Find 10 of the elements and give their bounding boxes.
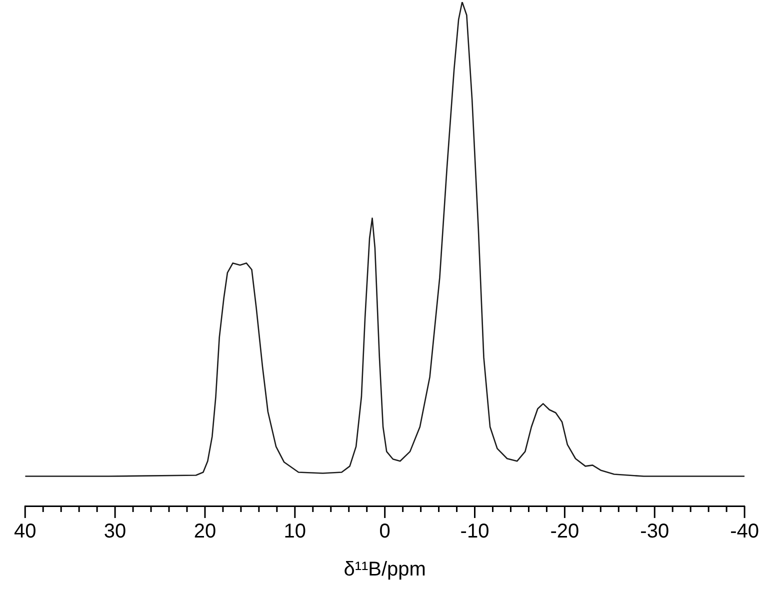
x-tick-label: -30 xyxy=(640,520,670,543)
x-tick-label: -40 xyxy=(730,520,759,543)
x-axis-title: δ¹¹B/ppm xyxy=(344,558,426,581)
x-tick-label: 40 xyxy=(14,520,36,543)
x-tick-label: 10 xyxy=(284,520,306,543)
x-tick-label: 0 xyxy=(379,520,390,543)
x-tick-label: -10 xyxy=(460,520,490,543)
x-tick-label: 30 xyxy=(104,520,126,543)
x-tick-label: -20 xyxy=(550,520,580,543)
x-tick-label: 20 xyxy=(194,520,216,543)
